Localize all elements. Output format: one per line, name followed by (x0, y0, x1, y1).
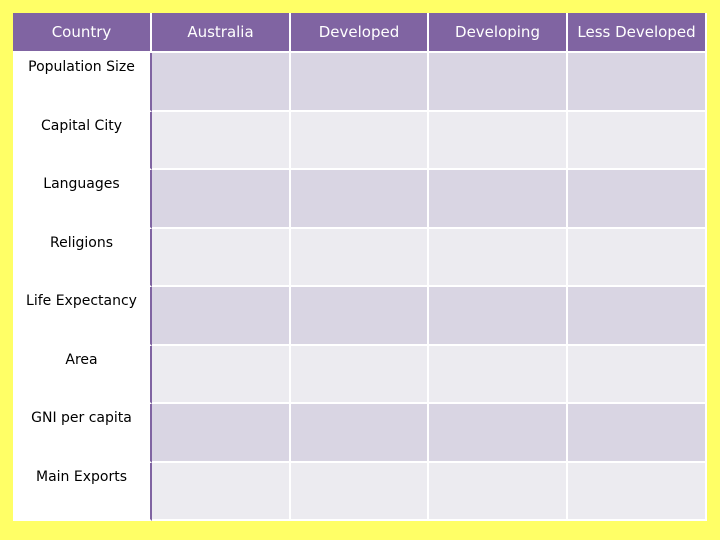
header-less-developed: Less Developed (568, 13, 707, 53)
header-country: Country (13, 13, 152, 53)
table-cell[interactable] (429, 111, 568, 170)
table-cell[interactable] (568, 53, 707, 112)
table-cell[interactable] (152, 287, 291, 346)
table-cell[interactable] (291, 228, 429, 287)
row-label-population-size: Population Size (13, 53, 152, 112)
table-cell[interactable] (568, 287, 707, 346)
table-cell[interactable] (568, 345, 707, 404)
table-cell[interactable] (568, 404, 707, 463)
table-cell[interactable] (291, 287, 429, 346)
table-cell[interactable] (429, 404, 568, 463)
table-cell[interactable] (291, 111, 429, 170)
table-cell[interactable] (291, 170, 429, 229)
table-cell[interactable] (152, 53, 291, 112)
table-cell[interactable] (568, 170, 707, 229)
row-label-main-exports: Main Exports (13, 462, 152, 521)
row-label-languages: Languages (13, 170, 152, 229)
table-cell[interactable] (152, 111, 291, 170)
header-developed: Developed (291, 13, 429, 53)
row-label-capital-city: Capital City (13, 111, 152, 170)
table-cell[interactable] (291, 404, 429, 463)
table-cell[interactable] (152, 228, 291, 287)
table-cell[interactable] (568, 462, 707, 521)
table-cell[interactable] (429, 170, 568, 229)
table-cell[interactable] (291, 345, 429, 404)
table-cell[interactable] (152, 345, 291, 404)
table-cell[interactable] (152, 404, 291, 463)
row-label-life-expectancy: Life Expectancy (13, 287, 152, 346)
table-cell[interactable] (568, 111, 707, 170)
row-label-gni-per-capita: GNI per capita (13, 404, 152, 463)
table-cell[interactable] (429, 228, 568, 287)
header-developing: Developing (429, 13, 568, 53)
table-cell[interactable] (152, 170, 291, 229)
table-cell[interactable] (429, 287, 568, 346)
table-cell[interactable] (291, 53, 429, 112)
header-australia: Australia (152, 13, 291, 53)
table-cell[interactable] (291, 462, 429, 521)
table-cell[interactable] (152, 462, 291, 521)
table-cell[interactable] (429, 462, 568, 521)
row-label-area: Area (13, 345, 152, 404)
table-cell[interactable] (429, 53, 568, 112)
comparison-table: Country Australia Developed Developing L… (13, 13, 707, 521)
table-cell[interactable] (568, 228, 707, 287)
row-label-religions: Religions (13, 228, 152, 287)
table-cell[interactable] (429, 345, 568, 404)
